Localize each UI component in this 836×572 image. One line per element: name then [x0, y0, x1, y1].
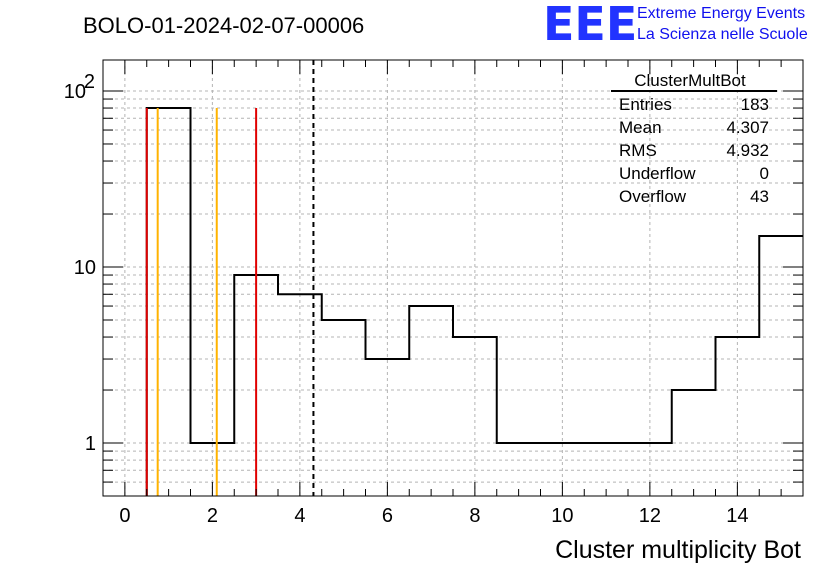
y-tick-label: 1 — [85, 433, 96, 455]
x-tick-label: 0 — [119, 505, 130, 527]
stats-box: ClusterMultBot Entries 183 Mean 4.307 RM… — [611, 71, 777, 206]
x-tick-label: 6 — [382, 505, 393, 527]
histogram-outline — [145, 107, 803, 496]
stats-label-rms: RMS — [619, 141, 657, 160]
stats-label-mean: Mean — [619, 118, 662, 137]
x-tick-label: 10 — [551, 505, 573, 527]
stats-label-entries: Entries — [619, 95, 672, 114]
stats-value-entries: 183 — [741, 95, 769, 114]
eee-logo: EEE Extreme Energy Events La Scienza nel… — [543, 0, 808, 51]
logo-line-1: Extreme Energy Events — [637, 5, 805, 22]
stats-label-overflow: Overflow — [619, 187, 687, 206]
y-tick-label: 10 — [64, 81, 86, 103]
x-tick-label: 14 — [726, 505, 748, 527]
stats-label-underflow: Underflow — [619, 164, 696, 183]
stats-value-mean: 4.307 — [726, 118, 769, 137]
logo-line-2: La Scienza nelle Scuole — [637, 26, 808, 43]
x-axis-label: Cluster multiplicity Bot — [555, 536, 801, 564]
logo-mark: EEE — [543, 0, 637, 51]
stats-title: ClusterMultBot — [634, 71, 746, 90]
grid — [103, 60, 803, 497]
x-tick-label: 4 — [294, 505, 305, 527]
y-tick-exponent: 2 — [84, 71, 95, 93]
stats-value-rms: 4.932 — [726, 141, 769, 160]
x-tick-label: 2 — [207, 505, 218, 527]
y-tick-label: 10 — [74, 257, 96, 279]
stats-value-underflow: 0 — [760, 164, 769, 183]
chart-title: BOLO-01-2024-02-07-00006 — [83, 13, 364, 38]
stats-value-overflow: 43 — [750, 187, 769, 206]
histogram-bars — [145, 107, 803, 496]
marker-lines — [145, 60, 315, 496]
x-tick-label: 8 — [469, 505, 480, 527]
x-tick-label: 12 — [639, 505, 661, 527]
